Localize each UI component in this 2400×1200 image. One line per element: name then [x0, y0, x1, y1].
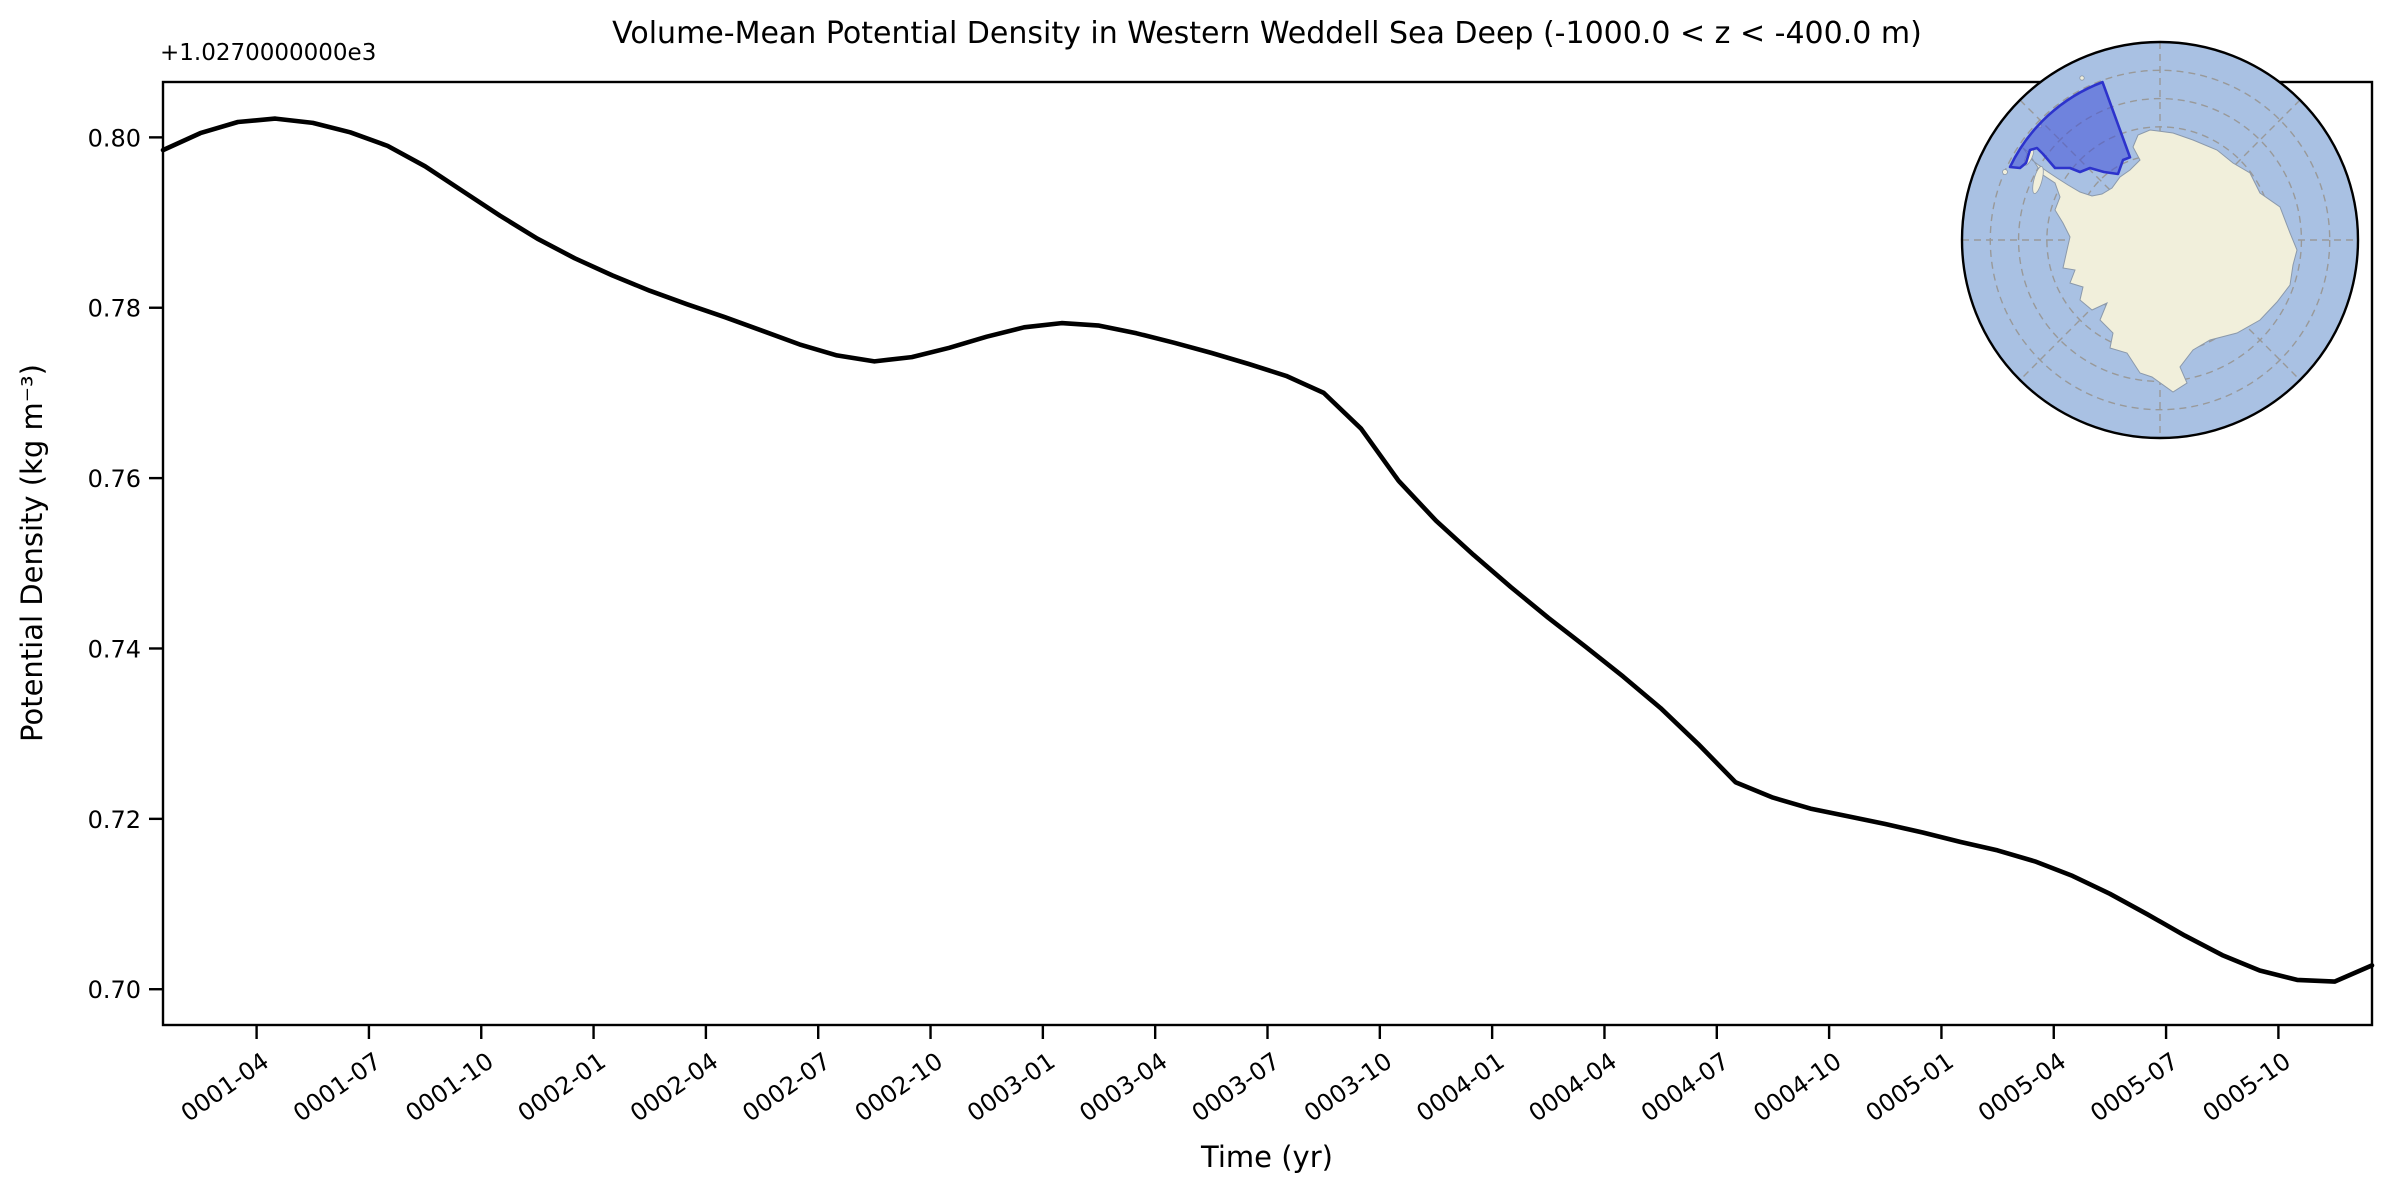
- x-tick-label: 0003-04: [1074, 1047, 1172, 1127]
- x-tick-label: 0003-07: [1187, 1047, 1285, 1127]
- inset-map: [1960, 40, 2360, 440]
- y-tick-label: 0.72: [88, 806, 141, 834]
- x-tick-label: 0003-10: [1299, 1047, 1397, 1127]
- x-tick-label: 0001-10: [400, 1047, 498, 1127]
- y-tick-label: 0.74: [88, 635, 141, 663]
- x-tick-label: 0001-04: [176, 1047, 274, 1127]
- y-axis-offset-text: +1.0270000000e3: [160, 40, 376, 66]
- x-tick-label: 0004-10: [1748, 1047, 1846, 1127]
- x-tick-label: 0001-07: [288, 1047, 386, 1127]
- x-tick-label: 0004-04: [1524, 1047, 1622, 1127]
- y-tick-label: 0.78: [88, 295, 141, 323]
- island: [2032, 166, 2044, 194]
- antarctica-landmass: [2022, 129, 2298, 393]
- x-tick-label: 0004-07: [1636, 1047, 1734, 1127]
- x-tick-label: 0004-01: [1411, 1047, 1509, 1127]
- x-tick-label: 0002-07: [737, 1047, 835, 1127]
- y-tick-label: 0.70: [88, 976, 141, 1004]
- island: [2079, 75, 2085, 81]
- x-tick-label: 0003-01: [962, 1047, 1060, 1127]
- island: [2002, 169, 2008, 175]
- region-highlight-western-weddell-sea: [2008, 80, 2132, 176]
- y-axis-label: Potential Density (kg m⁻³): [15, 364, 49, 742]
- x-axis-label: Time (yr): [1200, 1140, 1333, 1174]
- data-line: [160, 116, 2375, 984]
- map-content: [1962, 42, 2358, 438]
- x-tick-label: 0005-10: [2198, 1047, 2296, 1127]
- x-tick-label: 0002-01: [513, 1047, 611, 1127]
- map-boundary: [1960, 40, 2360, 440]
- x-tick-label: 0002-10: [850, 1047, 948, 1127]
- x-tick-label: 0005-04: [1973, 1047, 2071, 1127]
- x-tick-label: 0002-04: [625, 1047, 723, 1127]
- x-tick-label: 0005-07: [2085, 1047, 2183, 1127]
- y-tick-label: 0.80: [88, 124, 141, 152]
- chart-title: Volume-Mean Potential Density in Western…: [612, 16, 1922, 51]
- y-tick-label: 0.76: [88, 465, 141, 493]
- x-tick-label: 0005-01: [1861, 1047, 1959, 1127]
